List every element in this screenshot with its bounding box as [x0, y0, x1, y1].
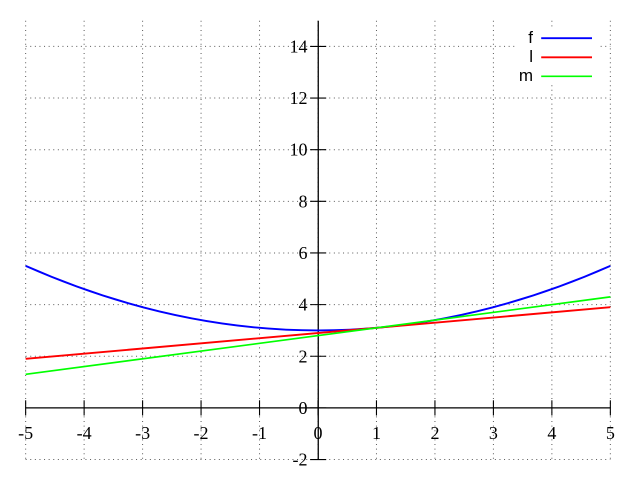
svg-text:0: 0: [299, 398, 308, 418]
svg-text:5: 5: [606, 423, 615, 443]
svg-text:6: 6: [299, 243, 308, 263]
svg-text:m: m: [519, 66, 533, 85]
svg-text:4: 4: [547, 423, 556, 443]
svg-text:f: f: [528, 28, 533, 47]
svg-text:10: 10: [290, 140, 308, 160]
svg-text:l: l: [529, 47, 533, 66]
svg-text:-2: -2: [194, 423, 209, 443]
svg-text:-3: -3: [135, 423, 150, 443]
svg-text:14: 14: [290, 36, 308, 56]
svg-text:-2: -2: [293, 450, 308, 470]
svg-text:12: 12: [290, 88, 308, 108]
svg-text:-5: -5: [18, 423, 33, 443]
svg-text:2: 2: [299, 346, 308, 366]
svg-text:8: 8: [299, 191, 308, 211]
svg-text:1: 1: [372, 423, 381, 443]
svg-text:-1: -1: [252, 423, 267, 443]
svg-text:-4: -4: [77, 423, 92, 443]
svg-text:4: 4: [299, 295, 308, 315]
svg-text:2: 2: [430, 423, 439, 443]
svg-text:0: 0: [314, 423, 323, 443]
svg-text:3: 3: [489, 423, 498, 443]
